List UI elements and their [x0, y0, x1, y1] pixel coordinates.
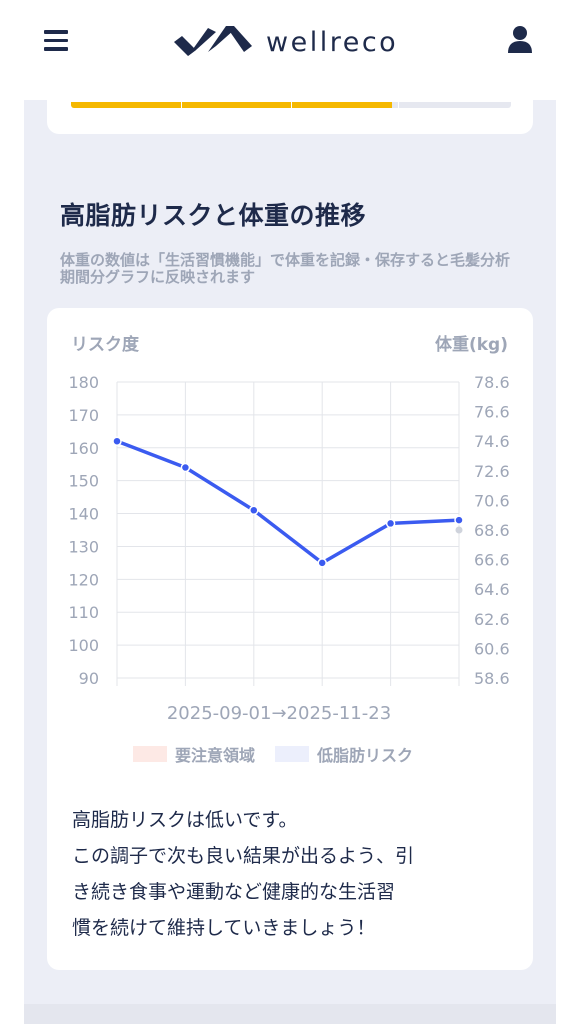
legend-label: 要注意領域: [175, 746, 256, 765]
left-tick-label: 120: [68, 570, 99, 589]
progress-bar: [71, 102, 511, 108]
x-axis-label: 2025-09-01→2025-11-23: [167, 703, 391, 724]
progress-divider: [291, 102, 292, 108]
risk-data-point: [180, 462, 191, 473]
chart-series: [112, 436, 464, 568]
right-tick-label: 68.6: [474, 521, 510, 540]
right-tick-label: 64.6: [474, 580, 510, 599]
right-axis-label: 体重(kg): [435, 334, 508, 355]
section-subtitle: 体重の数値は「生活習慣機能」で体重を記録・保存すると毛髪分析期間分グラフに反映さ…: [60, 251, 511, 286]
risk-data-point: [454, 515, 464, 525]
progress-divider: [398, 102, 399, 108]
left-tick-label: 140: [68, 505, 99, 524]
right-tick-label: 74.6: [474, 432, 510, 451]
wellreco-logo-icon: [174, 26, 252, 56]
risk-weight-chart: リスク度 体重(kg) 180 170 160 150 140 130 120 110 100 9…: [68, 334, 510, 724]
legend-swatch: [133, 746, 167, 762]
left-tick-label: 110: [68, 603, 99, 622]
right-tick-label: 70.6: [474, 491, 510, 510]
weight-data-point: [455, 526, 463, 534]
left-tick-label: 150: [68, 472, 99, 491]
message-line: この調子で次も良い結果が出るよう、引: [72, 845, 415, 867]
right-tick-label: 62.6: [474, 610, 510, 629]
legend-item: 低脂肪リスク: [275, 742, 413, 766]
message-line: き続き食事や運動など健康的な生活習: [72, 881, 396, 903]
risk-data-point: [112, 436, 122, 446]
right-tick-label: 78.6: [474, 373, 510, 392]
left-tick-label: 170: [68, 406, 99, 425]
risk-data-point: [249, 505, 259, 516]
legend-swatch: [275, 746, 310, 762]
right-tick-label: 58.6: [474, 669, 510, 688]
message-line: 慣を続けて維持していきましょう！: [72, 917, 376, 939]
legend-item: 要注意領域: [133, 742, 255, 766]
chart-grid: [116, 381, 460, 686]
right-tick-labels: 78.6 76.6 74.6 72.6 70.6 68.6 66.6 64.6 62.6 60.6…: [474, 373, 510, 688]
risk-data-point: [317, 558, 327, 568]
left-tick-labels: 180 170 160 150 140 130 120 110 100 90: [68, 373, 99, 688]
message-line: 高脂肪リスクは低いです。: [72, 809, 298, 831]
logo-text: wellreco: [266, 26, 399, 58]
risk-series-line: [116, 439, 460, 565]
hamburger-menu-icon[interactable]: [44, 30, 68, 54]
right-tick-label: 60.6: [474, 639, 510, 658]
result-message: 高脂肪リスクは低いです。 この調子で次も良い結果が出るよう、引 き続き食事や運動…: [72, 802, 512, 946]
section-title: 高脂肪リスクと体重の推移: [60, 201, 367, 230]
left-axis-label: リスク度: [71, 334, 140, 355]
logo[interactable]: wellreco: [174, 22, 398, 62]
user-icon[interactable]: [507, 24, 533, 54]
left-tick-label: 160: [68, 439, 99, 458]
app-header: wellreco: [0, 0, 578, 100]
progress-card: [47, 96, 533, 134]
legend-label: 低脂肪リスク: [317, 746, 414, 765]
right-tick-label: 66.6: [474, 551, 510, 570]
risk-data-point: [385, 518, 396, 529]
progress-fill: [71, 102, 393, 108]
chart-card: リスク度 体重(kg) 180 170 160 150 140 130 120 110 100 9…: [47, 308, 533, 970]
left-tick-label: 90: [79, 669, 99, 688]
right-tick-label: 76.6: [474, 403, 510, 422]
left-tick-label: 180: [68, 373, 99, 392]
bottom-strip: [24, 1004, 556, 1024]
left-tick-label: 130: [68, 537, 99, 556]
chart-legend: 要注意領域 低脂肪リスク: [133, 742, 433, 766]
right-tick-label: 72.6: [474, 462, 510, 481]
left-tick-label: 100: [68, 636, 99, 655]
progress-divider: [181, 102, 182, 108]
